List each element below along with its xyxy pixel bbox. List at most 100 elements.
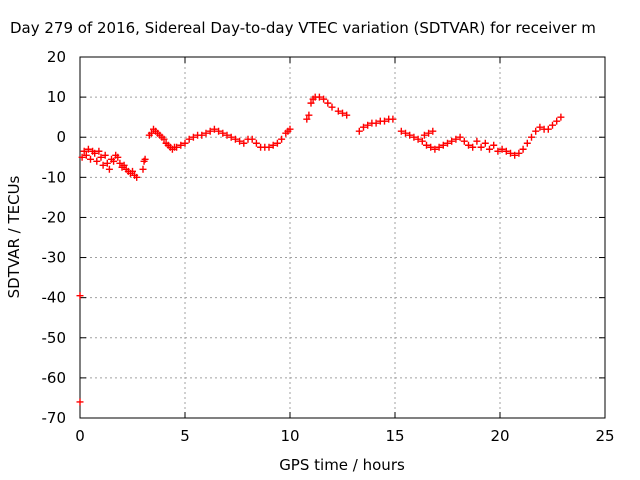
data-point (103, 159, 111, 167)
x-tick-label: 25 (595, 427, 614, 445)
data-point (515, 149, 523, 157)
chart-title: Day 279 of 2016, Sidereal Day-to-day VTE… (10, 19, 596, 37)
data-point (248, 135, 256, 143)
x-axis-label: GPS time / hours (279, 456, 405, 474)
data-point (425, 129, 433, 137)
data-point (116, 159, 124, 167)
data-point (381, 117, 388, 125)
data-point (429, 127, 437, 135)
data-point (273, 139, 281, 147)
data-point (303, 115, 311, 123)
data-point (343, 111, 351, 119)
data-point (389, 115, 397, 123)
data-point (473, 137, 481, 145)
data-point (431, 145, 439, 153)
data-point (328, 103, 336, 111)
data-point (97, 153, 105, 161)
data-point (557, 113, 565, 121)
data-point (227, 133, 235, 141)
data-point (141, 155, 149, 163)
data-point (82, 151, 90, 159)
data-point (76, 398, 84, 406)
data-point (364, 121, 372, 129)
data-point (198, 131, 206, 139)
data-point (252, 139, 260, 147)
data-point (129, 167, 136, 175)
data-point (177, 141, 185, 149)
data-point (324, 99, 332, 107)
x-tick-label: 5 (180, 427, 190, 445)
data-point (420, 131, 428, 139)
y-axis-label: SDTVAR / TECUs (5, 175, 23, 298)
data-point (265, 143, 273, 151)
data-point (448, 137, 456, 145)
data-point (91, 149, 99, 157)
data-point (236, 137, 244, 145)
data-point (307, 99, 315, 107)
data-point (523, 139, 531, 147)
data-point (532, 127, 540, 135)
data-point (160, 135, 168, 143)
data-point (334, 107, 342, 115)
data-point (231, 135, 239, 143)
data-point (469, 143, 477, 151)
data-point (286, 125, 294, 133)
data-point (406, 131, 414, 139)
data-point (360, 123, 367, 131)
axis-ticks: 0 5 10 15 20 25 20 10 0 -10 -20 -30 -40 -50 -60 -70 (42, 48, 615, 445)
y-tick-label: 10 (47, 88, 66, 106)
data-point (553, 117, 561, 125)
data-point (173, 143, 181, 151)
data-point (114, 153, 122, 161)
data-point (402, 129, 409, 137)
y-tick-label: -20 (42, 208, 67, 226)
data-point (219, 129, 227, 137)
data-point (185, 135, 193, 143)
data-point (452, 135, 460, 143)
data-point (120, 161, 128, 169)
data-point (147, 129, 155, 137)
data-point (427, 143, 435, 151)
x-tick-label: 0 (75, 427, 85, 445)
data-point (528, 133, 535, 141)
data-point (101, 151, 109, 159)
data-point (414, 135, 422, 143)
data-point (305, 111, 313, 119)
data-point (456, 133, 464, 141)
data-point (498, 145, 506, 153)
data-point (481, 139, 489, 147)
data-point (80, 147, 88, 155)
data-point (410, 133, 418, 141)
data-point (84, 145, 92, 153)
data-point (507, 149, 514, 157)
x-tick-label: 20 (490, 427, 509, 445)
y-tick-label: -30 (42, 249, 67, 267)
data-point (397, 127, 405, 135)
y-tick-label: -70 (42, 409, 67, 427)
data-point (490, 141, 498, 149)
data-point (223, 131, 231, 139)
plot-frame (79, 56, 606, 419)
y-tick-label: -10 (42, 168, 67, 186)
data-point (418, 137, 426, 145)
data-point (210, 125, 218, 133)
data-point (202, 129, 210, 137)
y-tick-label: -40 (42, 289, 67, 307)
data-point (99, 161, 107, 169)
data-point (87, 155, 94, 163)
data-point (372, 119, 380, 127)
data-point (444, 139, 451, 147)
data-point (502, 147, 510, 155)
data-point (465, 141, 472, 149)
data-point (423, 141, 430, 149)
data-point (494, 147, 502, 155)
y-tick-label: -50 (42, 329, 67, 347)
data-point (139, 165, 147, 173)
data-point (544, 125, 552, 133)
data-point (519, 145, 527, 153)
data-point (355, 127, 363, 135)
data-point (133, 173, 141, 181)
y-tick-label: 20 (47, 48, 66, 66)
data-points (76, 93, 565, 406)
